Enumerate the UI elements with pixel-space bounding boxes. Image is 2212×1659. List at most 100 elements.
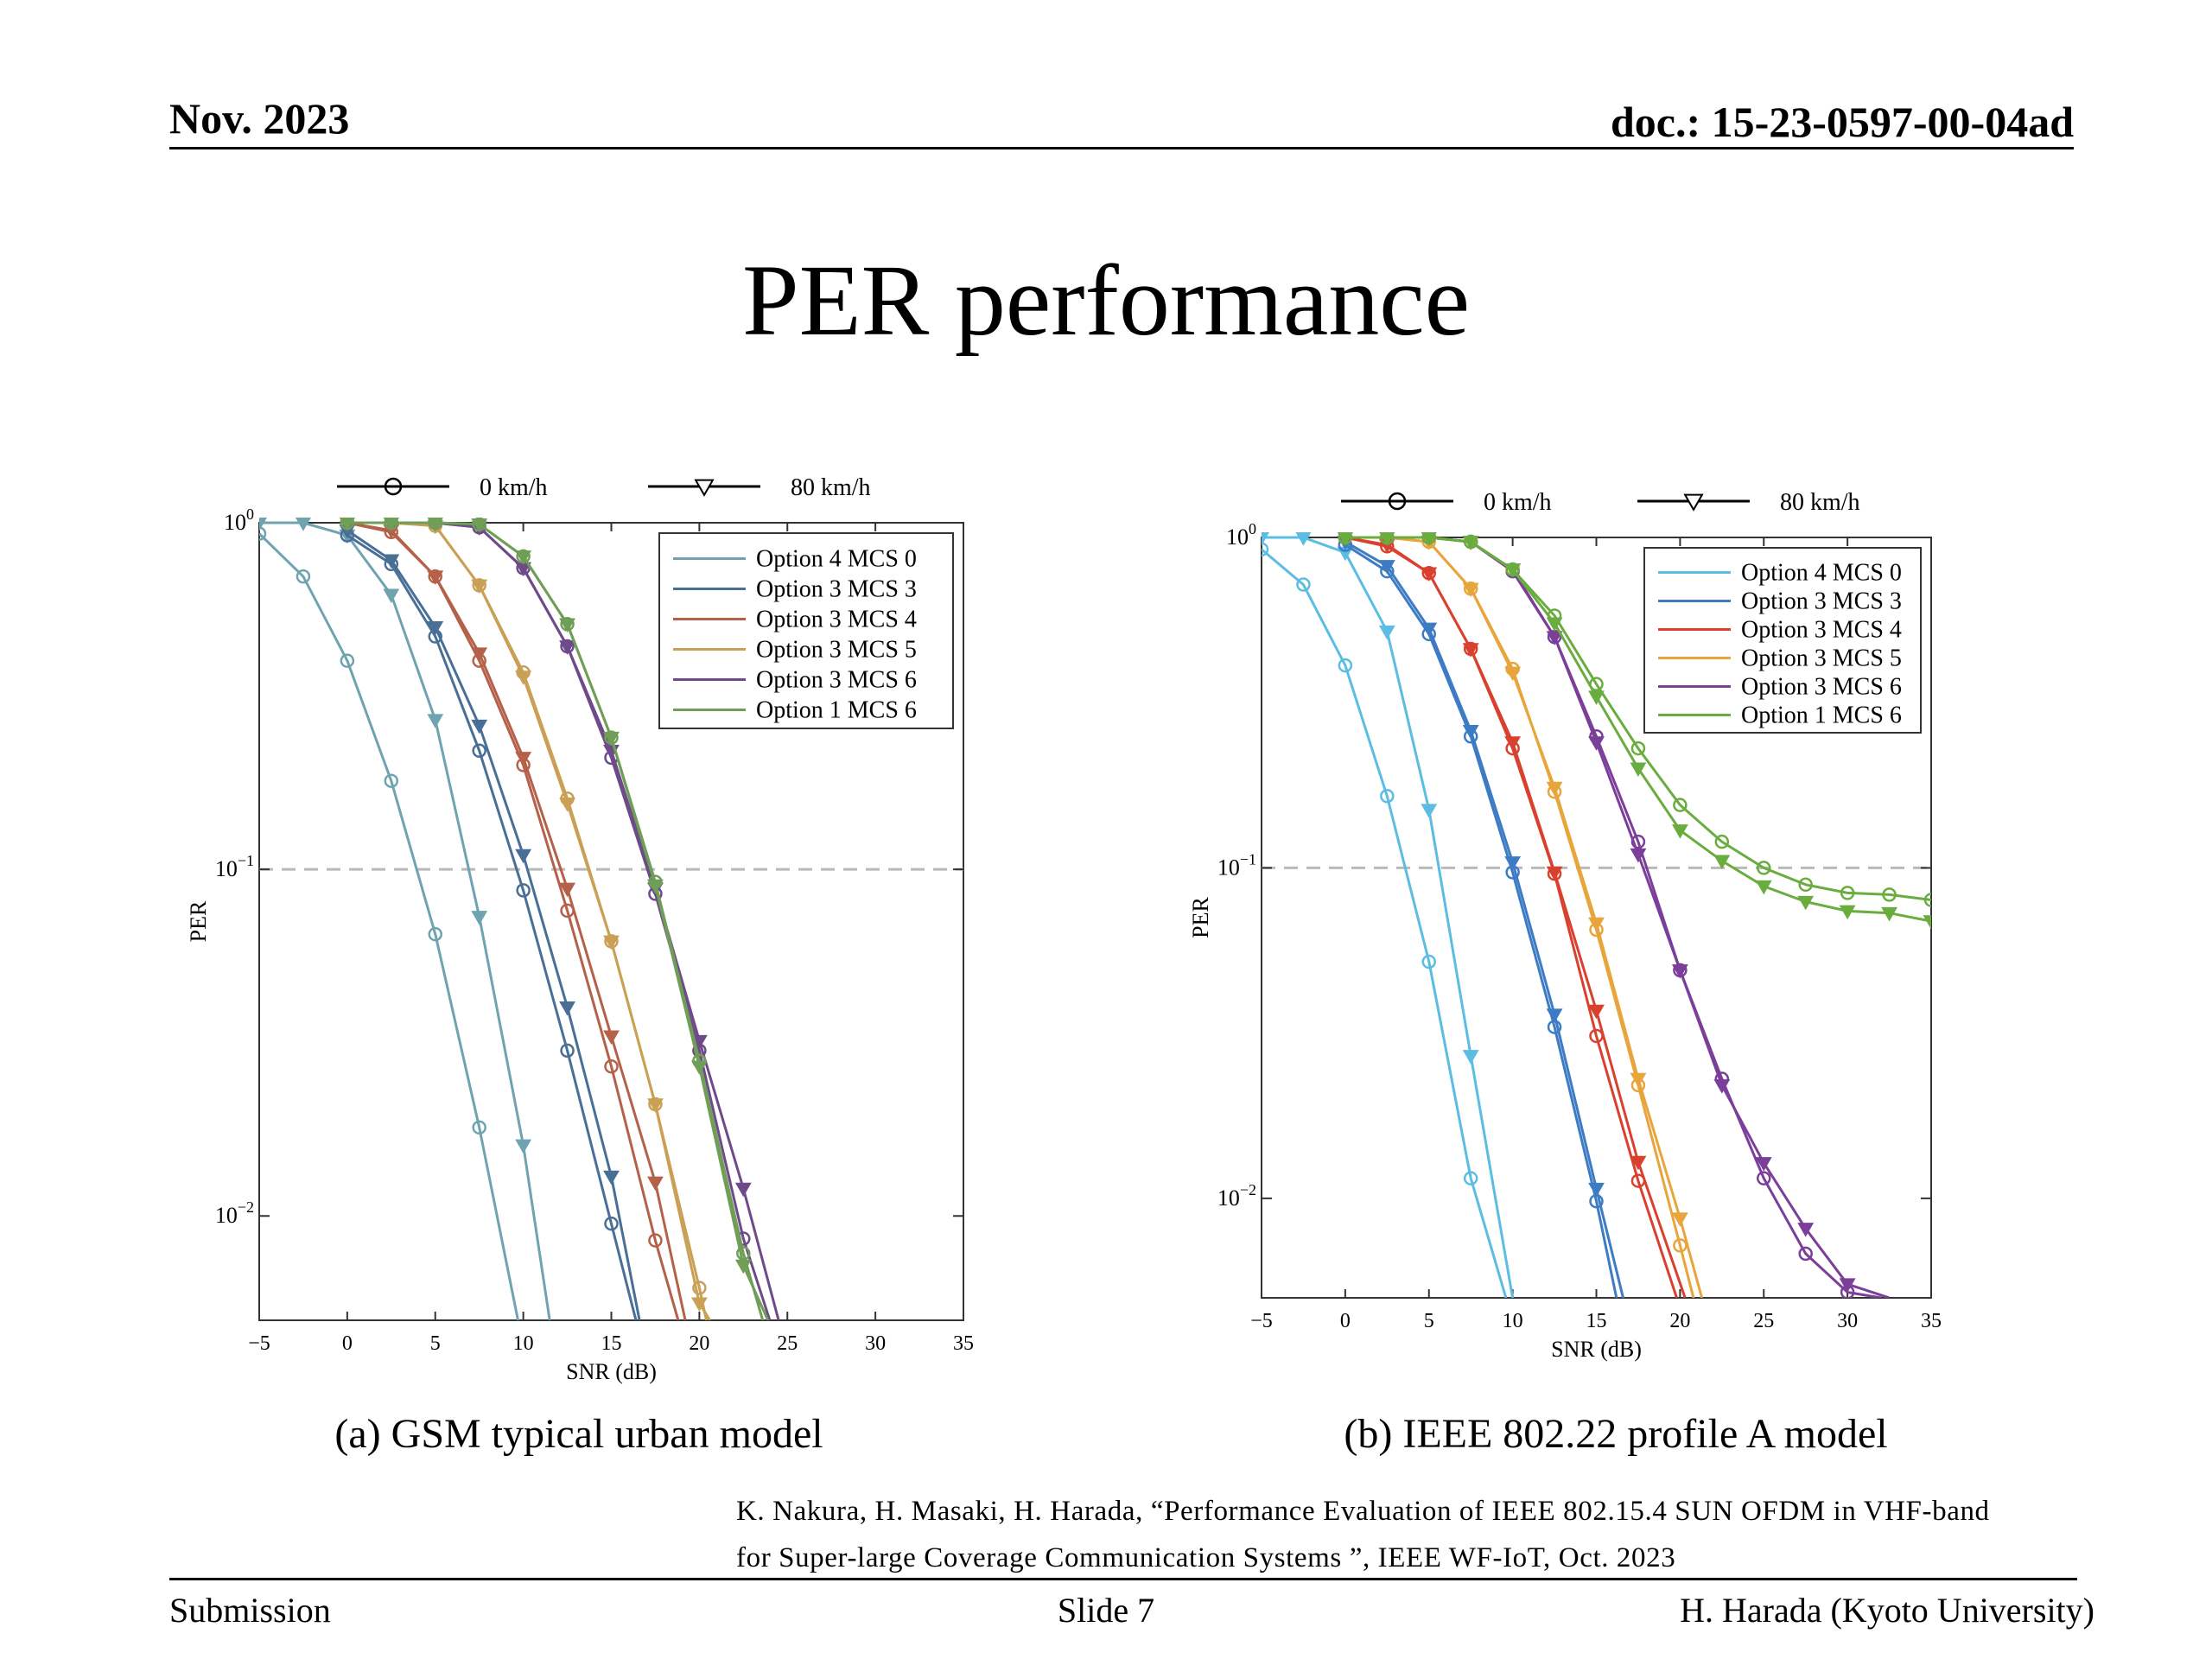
y-tick-label: 10−1	[215, 852, 254, 881]
footer-divider	[169, 1578, 2077, 1580]
legend-entry: Option 3 MCS 3	[756, 576, 917, 603]
data-point	[1588, 736, 1605, 751]
data-point	[603, 1030, 620, 1045]
legend-entry: Option 3 MCS 6	[756, 667, 917, 694]
data-point	[690, 1297, 708, 1312]
x-tick-label: 10	[1503, 1310, 1523, 1332]
series-line	[1344, 536, 1704, 1298]
data-point	[603, 731, 620, 747]
data-point	[1797, 1223, 1815, 1237]
data-point	[471, 518, 488, 533]
data-point	[690, 1060, 708, 1075]
data-point	[1546, 1008, 1563, 1023]
x-tick-label: 15	[1586, 1310, 1607, 1332]
data-point	[1462, 1050, 1479, 1065]
x-tick-label: 20	[689, 1332, 709, 1355]
y-tick-label: 10−1	[1217, 850, 1256, 880]
x-tick-label: 10	[513, 1332, 534, 1355]
series-line	[346, 521, 711, 1320]
data-point	[1462, 536, 1479, 550]
legend-entry: Option 3 MCS 6	[1741, 674, 1902, 701]
data-point	[734, 1182, 752, 1198]
y-tick-label: 100	[1226, 520, 1256, 550]
x-tick-label: 35	[1921, 1310, 1942, 1332]
data-point	[1757, 861, 1771, 875]
header-date: Nov. 2023	[169, 94, 350, 143]
data-point	[1671, 1212, 1688, 1227]
y-axis-label: PER	[1188, 897, 1213, 938]
header-divider	[169, 147, 2074, 149]
series-line	[1344, 543, 1618, 1298]
data-point	[1673, 798, 1688, 812]
y-axis-label: PER	[186, 900, 211, 942]
data-point	[559, 618, 575, 633]
data-point	[516, 883, 531, 898]
series-line	[346, 529, 641, 1320]
x-tick-label: 5	[430, 1332, 441, 1355]
data-point	[1296, 577, 1311, 592]
data-point	[1588, 917, 1605, 932]
data-point	[515, 671, 532, 685]
data-point	[428, 926, 442, 942]
chart-ieee-80222-profile-a: −5 0 5 10 15 20 25 30 35 100 10−1 10−2 SNR (dB) PER Op…	[1188, 489, 1942, 1362]
data-point	[604, 1058, 619, 1074]
data-point	[471, 911, 488, 925]
data-point	[736, 1246, 751, 1261]
data-point	[1421, 622, 1438, 638]
data-point	[1462, 643, 1479, 658]
data-point	[1504, 736, 1522, 751]
data-point	[1504, 666, 1522, 682]
data-point	[1755, 880, 1772, 895]
x-tick-label: 20	[1669, 1310, 1690, 1332]
data-point	[515, 1139, 532, 1154]
y-tick-label: 100	[224, 505, 254, 535]
data-point	[1757, 1171, 1771, 1185]
x-tick-label: 25	[777, 1332, 798, 1355]
data-point	[1421, 804, 1438, 818]
data-point	[603, 1170, 620, 1185]
legend-entry: Option 1 MCS 6	[1741, 702, 1902, 729]
series-group	[1262, 532, 1931, 1298]
data-point	[295, 518, 311, 531]
data-point	[647, 1176, 664, 1192]
legend-entry: Option 3 MCS 4	[1741, 617, 1902, 644]
data-point	[1379, 532, 1395, 546]
data-point	[1546, 631, 1563, 645]
data-point	[604, 1216, 619, 1231]
series-line	[346, 534, 638, 1320]
data-point	[1673, 1238, 1688, 1253]
header-doc-id: doc.: 15-23-0597-00-04ad	[1610, 98, 2074, 146]
data-point	[1671, 824, 1688, 839]
data-point	[1588, 690, 1605, 705]
data-point	[1463, 1171, 1478, 1185]
data-point	[1262, 532, 1269, 546]
marker-legend-symbol	[694, 479, 715, 497]
x-tick-label: 0	[342, 1332, 353, 1355]
footer-submission: Submission	[169, 1591, 331, 1630]
marker-legend-symbol	[384, 477, 403, 496]
data-point	[559, 640, 575, 655]
legend-entry: Option 3 MCS 4	[756, 607, 917, 633]
data-point	[383, 518, 399, 531]
data-point	[1337, 532, 1353, 546]
data-point	[648, 1233, 663, 1248]
data-point	[383, 554, 400, 569]
data-point	[384, 773, 399, 788]
data-point	[427, 714, 444, 728]
data-point	[340, 653, 355, 668]
reference-line-2: for Super-large Coverage Communication S…	[736, 1542, 1676, 1573]
legend-entry: Option 3 MCS 3	[1741, 588, 1902, 615]
data-point	[559, 798, 575, 812]
marker-legend-label: 0 km/h	[1484, 489, 1552, 516]
data-point	[427, 518, 443, 531]
data-point	[647, 879, 664, 894]
legend-box	[1643, 547, 1922, 734]
series-line	[259, 521, 551, 1320]
data-point	[559, 1001, 575, 1016]
footer-slide-number: Slide 7	[1057, 1591, 1155, 1630]
data-point	[1798, 877, 1813, 893]
legend-entry: Option 4 MCS 0	[1741, 560, 1902, 587]
data-point	[1671, 964, 1688, 979]
